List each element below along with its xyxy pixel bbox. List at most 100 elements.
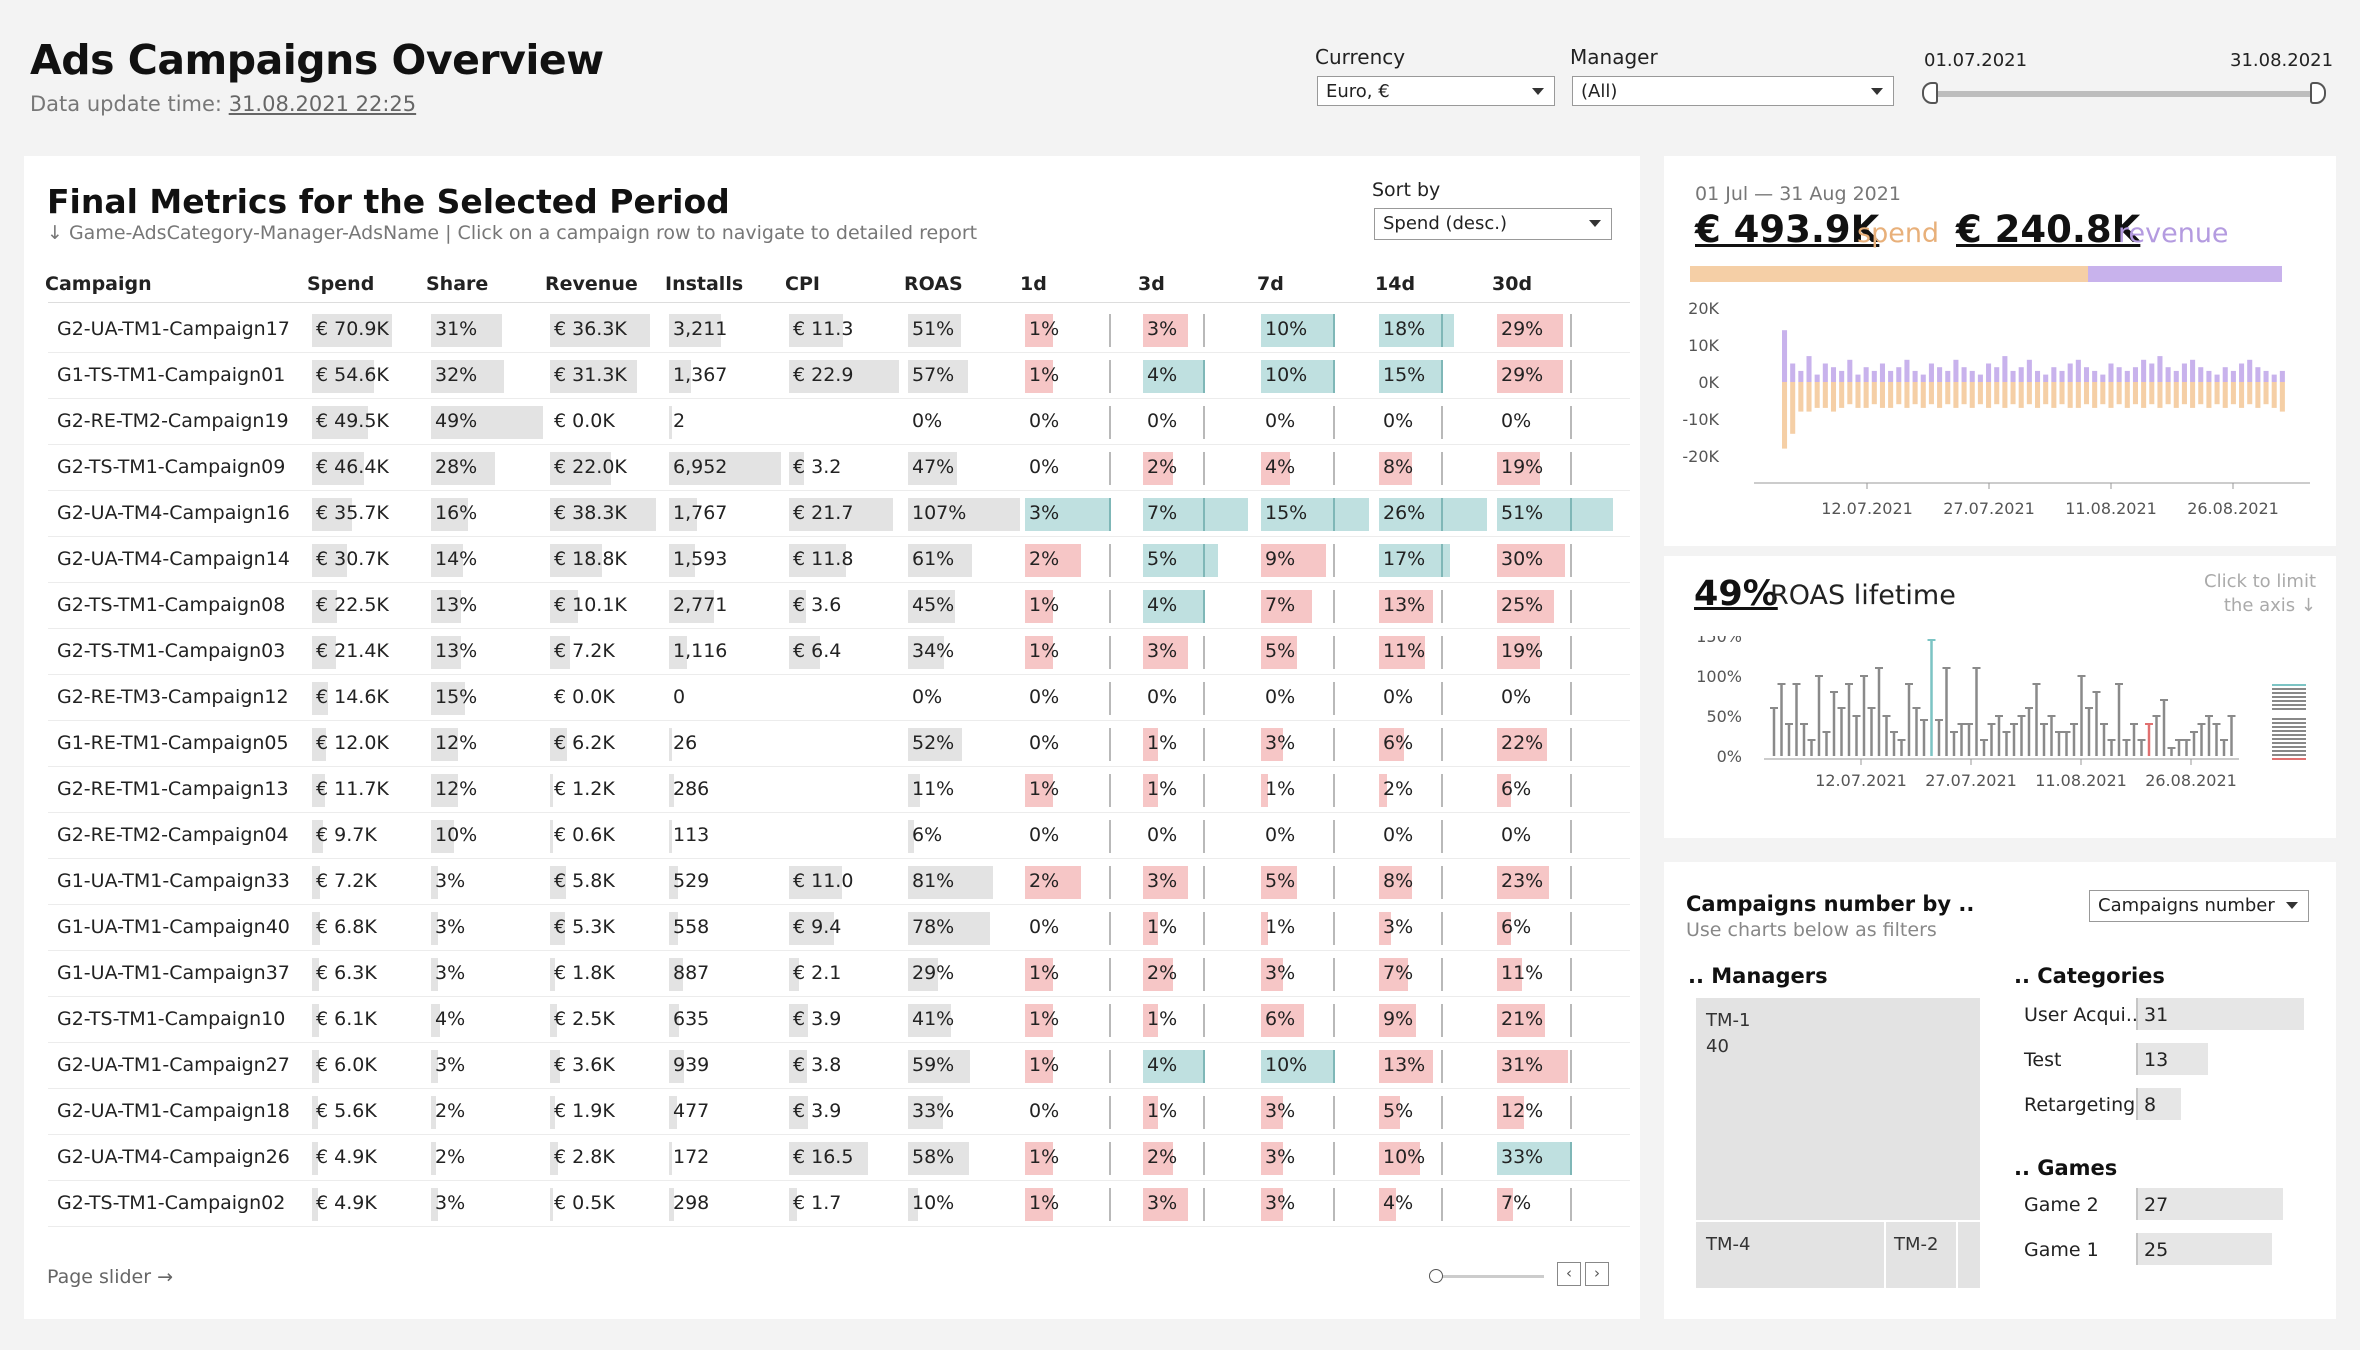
campaigns-measure-select[interactable]: Campaigns number <box>2089 890 2309 922</box>
roas-chart[interactable]: 150% 100% 50% 0% 12.07.2021 27.07.2021 11.08.2… <box>1664 636 2336 836</box>
games-label[interactable]: Game 2 <box>2024 1194 2099 1216</box>
table-row[interactable]: G2-UA-TM4-Campaign26 € 4.9K 2% € 2.8K 172 € 1… <box>24 1135 1640 1181</box>
table-row[interactable]: G2-TS-TM1-Campaign08 € 22.5K 13% € 10.1K 2,7… <box>24 583 1640 629</box>
roas-value: 59% <box>912 1054 955 1076</box>
d30-target-marker <box>1570 1142 1572 1175</box>
column-header-spend[interactable]: Spend <box>307 273 375 295</box>
column-header-installs[interactable]: Installs <box>665 273 744 295</box>
revenue-bar <box>2214 374 2220 382</box>
d7-cohort-bar <box>1261 452 1290 485</box>
categories-label[interactable]: Retargeting <box>2024 1094 2136 1116</box>
currency-select[interactable]: Euro, € <box>1317 76 1555 106</box>
update-time-value[interactable]: 31.08.2021 22:25 <box>228 92 417 116</box>
table-row[interactable]: G2-TS-TM1-Campaign02 € 4.9K 3% € 0.5K 298 € 1… <box>24 1181 1640 1227</box>
categories-bar[interactable] <box>2138 1043 2208 1075</box>
table-row[interactable]: G1-UA-TM1-Campaign37 € 6.3K 3% € 1.8K 887 € 2… <box>24 951 1640 997</box>
d1-value: 1% <box>1029 1054 1060 1076</box>
installs-value: 1,767 <box>673 502 728 524</box>
treemap-tm2[interactable]: TM-2 <box>1886 1222 1956 1288</box>
column-header-1d[interactable]: 1d <box>1020 273 1047 295</box>
table-row[interactable]: G2-RE-TM2-Campaign19 € 49.5K 49% € 0.0K 2 0% 0… <box>24 399 1640 445</box>
table-row[interactable]: G2-UA-TM4-Campaign16 € 35.7K 16% € 38.3K 1,7… <box>24 491 1640 537</box>
share-value: 3% <box>435 962 466 984</box>
column-header-share[interactable]: Share <box>426 273 489 295</box>
next-page-button[interactable]: › <box>1585 1262 1609 1286</box>
spend-bar <box>312 544 347 577</box>
roas-distribution-tick <box>2272 700 2306 702</box>
roas-panel: 49% ROAS lifetime Click to limit the axi… <box>1664 556 2336 838</box>
categories-bar[interactable] <box>2138 998 2304 1030</box>
d3-cohort-bar <box>1143 544 1218 577</box>
date-range-track[interactable] <box>1934 91 2318 97</box>
page-slider-track[interactable] <box>1434 1275 1544 1278</box>
spend-value: € 6.1K <box>316 1008 377 1030</box>
revenue-bar <box>2279 370 2285 382</box>
d14-value: 0% <box>1383 410 1414 432</box>
games-bar[interactable] <box>2138 1188 2283 1220</box>
column-header-14d[interactable]: 14d <box>1375 273 1416 295</box>
categories-label[interactable]: Test <box>2024 1049 2062 1071</box>
table-row[interactable]: G1-UA-TM1-Campaign40 € 6.8K 3% € 5.3K 558 € 9… <box>24 905 1640 951</box>
d7-cohort-bar <box>1261 912 1268 945</box>
row-divider <box>48 444 1630 445</box>
table-row[interactable]: G2-TS-TM1-Campaign03 € 21.4K 13% € 7.2K 1,11… <box>24 629 1640 675</box>
revenue-bar <box>550 1096 555 1129</box>
date-range-start-handle[interactable] <box>1922 82 1938 104</box>
d7-value: 4% <box>1265 456 1296 478</box>
roas-lifetime-value[interactable]: 49% <box>1694 574 1778 614</box>
roas-bar <box>908 820 914 853</box>
spend-bar <box>312 1050 319 1083</box>
revenue-value: € 0.0K <box>554 410 615 432</box>
roas-value: 51% <box>912 318 955 340</box>
column-header-campaign[interactable]: Campaign <box>45 273 152 295</box>
treemap-other[interactable] <box>1958 1222 1980 1288</box>
d30-value: 11% <box>1501 962 1544 984</box>
column-header-revenue[interactable]: Revenue <box>545 273 638 295</box>
treemap-tm1[interactable]: TM-1 40 <box>1696 998 1980 1220</box>
d3-cohort-bar <box>1143 1004 1158 1037</box>
share-value: 13% <box>435 640 478 662</box>
prev-page-button[interactable]: ‹ <box>1557 1262 1581 1286</box>
table-row[interactable]: G2-RE-TM1-Campaign13 € 11.7K 12% € 1.2K 286 1… <box>24 767 1640 813</box>
categories-bar[interactable] <box>2138 1088 2181 1120</box>
spend-bar <box>312 912 320 945</box>
installs-value: 1,116 <box>673 640 728 662</box>
table-row[interactable]: G2-UA-TM1-Campaign18 € 5.6K 2% € 1.9K 477 € 3… <box>24 1089 1640 1135</box>
revenue-bar <box>550 498 656 531</box>
page-slider-handle[interactable] <box>1429 1269 1443 1283</box>
revenue-bar <box>2124 370 2130 382</box>
installs-value: 529 <box>673 870 710 892</box>
column-header-3d[interactable]: 3d <box>1138 273 1165 295</box>
sort-by-select[interactable]: Spend (desc.) <box>1374 208 1612 240</box>
date-range-end-handle[interactable] <box>2310 82 2326 104</box>
revenue-bar <box>550 1142 558 1175</box>
column-header-roas[interactable]: ROAS <box>904 273 963 295</box>
revenue-total[interactable]: € 240.8K <box>1956 208 2141 251</box>
table-row[interactable]: G2-RE-TM3-Campaign12 € 14.6K 15% € 0.0K 0 0% 0… <box>24 675 1640 721</box>
roas-distribution-tick <box>2272 708 2306 710</box>
column-header-cpi[interactable]: CPI <box>785 273 820 295</box>
column-header-7d[interactable]: 7d <box>1257 273 1284 295</box>
table-row[interactable]: G1-TS-TM1-Campaign01 € 54.6K 32% € 31.3K 1,3… <box>24 353 1640 399</box>
spend-total[interactable]: € 493.9K <box>1695 208 1880 251</box>
roas-value: 81% <box>912 870 955 892</box>
games-label[interactable]: Game 1 <box>2024 1239 2099 1261</box>
column-header-30d[interactable]: 30d <box>1492 273 1533 295</box>
categories-label[interactable]: User Acqui.. <box>2024 1004 2138 1026</box>
table-row[interactable]: G1-UA-TM1-Campaign33 € 7.2K 3% € 5.8K 529 € 1… <box>24 859 1640 905</box>
table-row[interactable]: G2-UA-TM4-Campaign14 € 30.7K 14% € 18.8K 1,5… <box>24 537 1640 583</box>
table-row[interactable]: G2-TS-TM1-Campaign09 € 46.4K 28% € 22.0K 6,9… <box>24 445 1640 491</box>
spend-revenue-chart[interactable]: 20K 10K 0K -10K -20K 12.07.2021 27.07.2021 11.0… <box>1664 256 2336 546</box>
table-row[interactable]: G2-UA-TM1-Campaign27 € 6.0K 3% € 3.6K 939 € 3… <box>24 1043 1640 1089</box>
revenue-value: € 18.8K <box>554 548 627 570</box>
table-row[interactable]: G2-RE-TM2-Campaign04 € 9.7K 10% € 0.6K 113 6%… <box>24 813 1640 859</box>
games-bar[interactable] <box>2138 1233 2272 1265</box>
treemap-tm4[interactable]: TM-4 <box>1696 1222 1884 1288</box>
spend-bar <box>2018 382 2024 408</box>
table-row[interactable]: G1-RE-TM1-Campaign05 € 12.0K 12% € 6.2K 26 52… <box>24 721 1640 767</box>
table-row[interactable]: G2-UA-TM1-Campaign17 € 70.9K 31% € 36.3K 3,2… <box>24 307 1640 353</box>
table-row[interactable]: G2-TS-TM1-Campaign10 € 6.1K 4% € 2.5K 635 € 3… <box>24 997 1640 1043</box>
d14-target-marker <box>1441 1004 1443 1037</box>
manager-select[interactable]: (All) <box>1572 76 1894 106</box>
sort-by-label: Sort by <box>1372 179 1441 201</box>
